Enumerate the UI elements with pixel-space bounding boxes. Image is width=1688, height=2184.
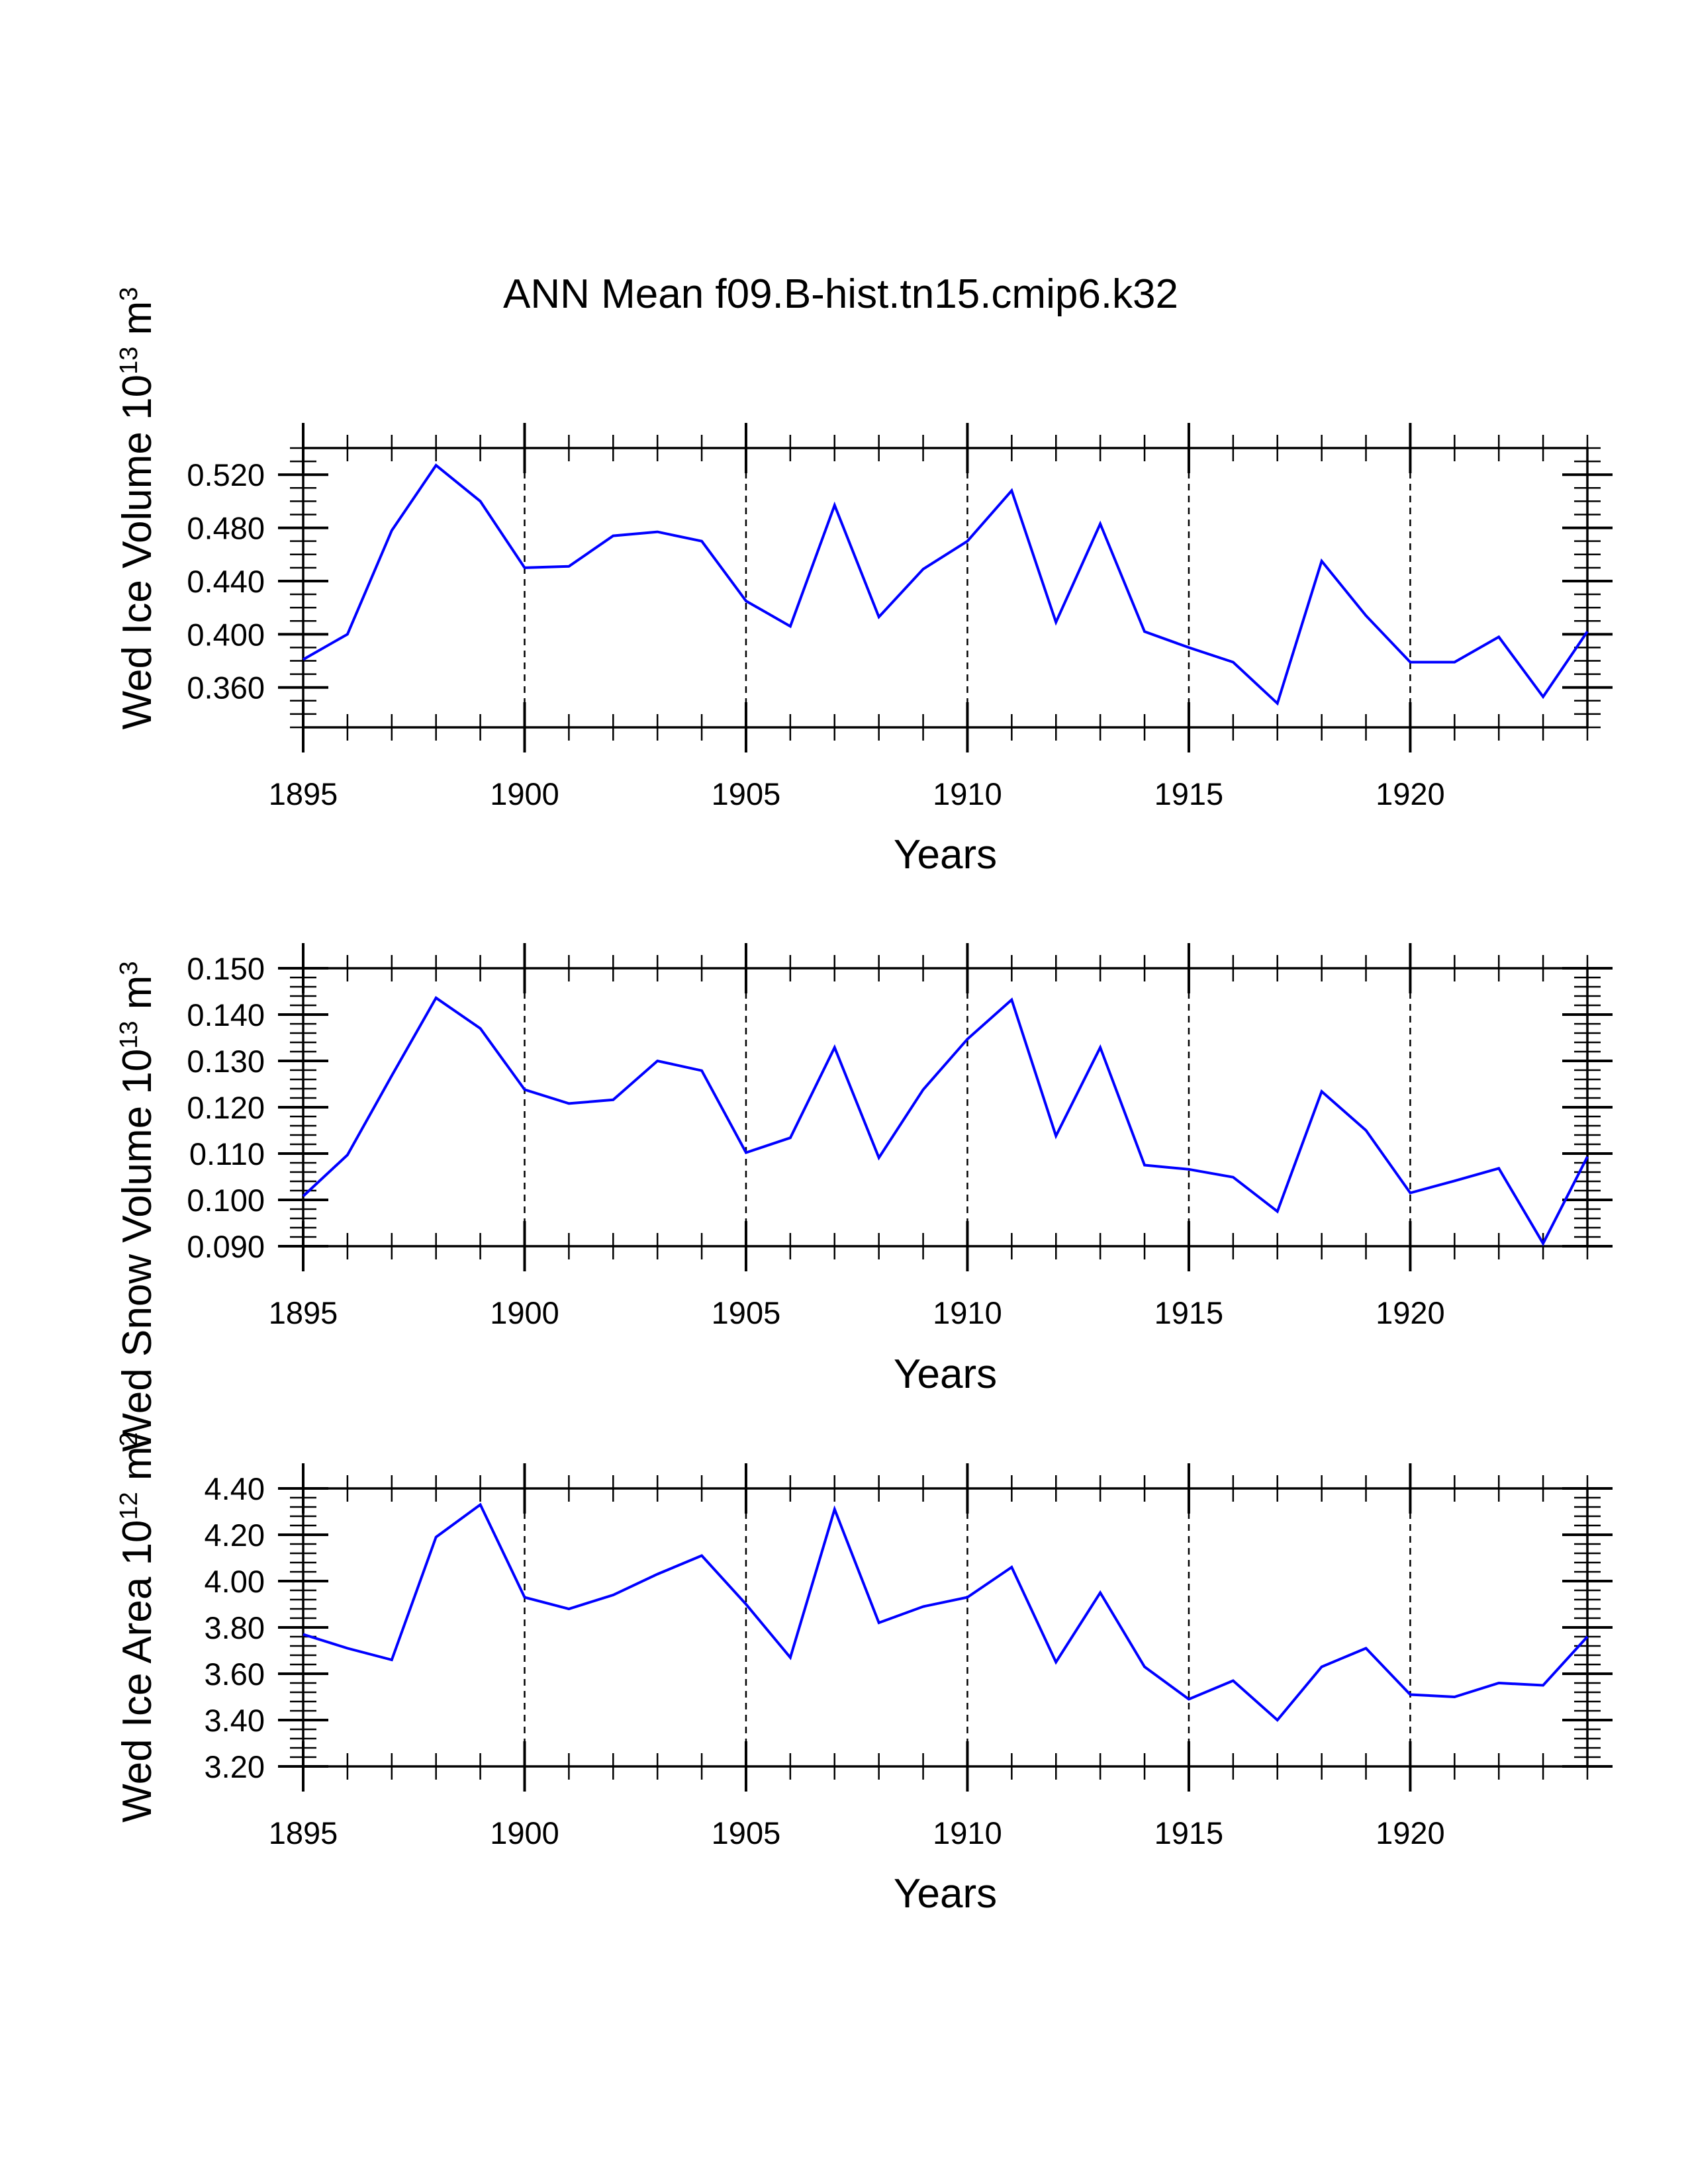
x-tick-label: 1900: [490, 776, 559, 811]
y-tick-label: 3.60: [205, 1657, 265, 1692]
x-tick-label: 1900: [490, 1295, 559, 1330]
x-tick-label: 1895: [269, 1815, 338, 1850]
x-tick-label: 1895: [269, 1295, 338, 1330]
x-tick-label: 1910: [933, 776, 1002, 811]
y-tick-label: 4.20: [205, 1518, 265, 1553]
y-tick-label: 0.090: [187, 1229, 265, 1264]
series-line: [303, 463, 1589, 706]
y-tick-label: 0.130: [187, 1044, 265, 1079]
x-tick-label: 1905: [712, 1815, 781, 1850]
y-tick-label: 3.20: [205, 1749, 265, 1784]
y-tick-label: 0.360: [187, 670, 265, 705]
x-tick-label: 1920: [1376, 1295, 1445, 1330]
x-tick-label: 1900: [490, 1815, 559, 1850]
x-tick-label: 1920: [1376, 776, 1445, 811]
x-tick-label: 1915: [1154, 1295, 1224, 1330]
y-tick-label: 0.150: [187, 951, 265, 986]
x-axis-title: Years: [894, 832, 997, 878]
y-tick-label: 0.400: [187, 617, 265, 652]
y-tick-label: 0.520: [187, 457, 265, 492]
y-tick-label: 3.40: [205, 1703, 265, 1738]
y-tick-label: 0.440: [187, 564, 265, 599]
x-tick-label: 1910: [933, 1815, 1002, 1850]
x-tick-label: 1915: [1154, 1815, 1224, 1850]
y-tick-label: 4.40: [205, 1471, 265, 1506]
x-tick-label: 1910: [933, 1295, 1002, 1330]
x-tick-label: 1905: [712, 1295, 781, 1330]
series-line: [303, 1502, 1589, 1722]
panel-3: 1895 1900 1905 1910 1915 1920 3.20 3.40 3.60 3.80…: [115, 1432, 1613, 1917]
y-axis-title: Wed Ice Volume 1013 m3: [115, 287, 160, 730]
panel-2: 1895 1900 1905 1910 1915 1920 0.090 0.100 0.110 0…: [115, 943, 1613, 1452]
x-tick-label: 1895: [269, 776, 338, 811]
x-tick-label: 1915: [1154, 776, 1224, 811]
y-tick-label: 3.80: [205, 1610, 265, 1645]
y-tick-label: 0.120: [187, 1090, 265, 1125]
x-axis-title: Years: [894, 1871, 997, 1917]
y-axis-title: Wed Ice Area 1012 m2: [115, 1432, 160, 1823]
x-tick-label: 1920: [1376, 1815, 1445, 1850]
y-axis-title: Wed Snow Volume 1013 m3: [115, 961, 160, 1451]
figure-title: ANN Mean f09.B-hist.tn15.cmip6.k32: [503, 271, 1178, 317]
plot-frame: [302, 447, 1589, 729]
y-tick-label: 0.480: [187, 511, 265, 546]
y-tick-label: 0.100: [187, 1183, 265, 1218]
y-tick-label: 4.00: [205, 1564, 265, 1599]
panels: 1895 1900 1905 1910 1915 1920 0.360 0.400 0.440 0…: [115, 287, 1613, 1917]
x-tick-label: 1905: [712, 776, 781, 811]
series-line: [302, 995, 1589, 1246]
y-tick-label: 0.110: [189, 1136, 265, 1171]
panel-1: 1895 1900 1905 1910 1915 1920 0.360 0.400 0.440 0…: [115, 287, 1613, 878]
y-tick-label: 0.140: [187, 997, 265, 1032]
x-axis-title: Years: [894, 1351, 997, 1397]
